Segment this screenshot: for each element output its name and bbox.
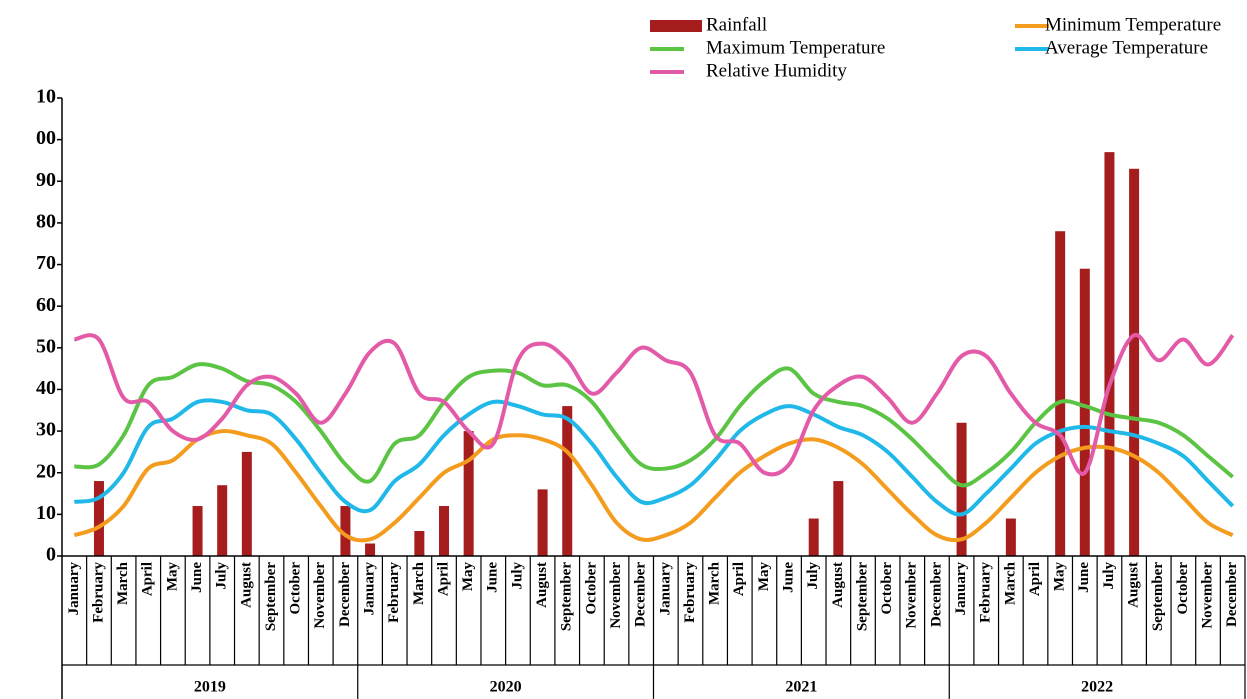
legend-label: Maximum Temperature — [706, 37, 885, 58]
x-tick-label: June — [189, 562, 205, 593]
x-tick-label: August — [1126, 562, 1142, 608]
y-tick-label: 20 — [36, 460, 56, 482]
x-tick-label: January — [362, 562, 378, 616]
x-tick-label: July — [1101, 562, 1117, 590]
x-tick-label: June — [1076, 562, 1092, 593]
year-label: 2020 — [490, 679, 522, 696]
x-tick-label: April — [140, 562, 156, 596]
x-tick-label: April — [435, 562, 451, 596]
x-tick-label: September — [854, 562, 870, 631]
x-tick-label: December — [633, 562, 649, 627]
line — [73, 398, 1235, 517]
line — [73, 333, 1235, 477]
x-tick-label: February — [682, 562, 698, 623]
x-tick-label: May — [756, 562, 772, 592]
x-tick-label: July — [214, 562, 230, 590]
x-tick-label: September — [263, 562, 279, 631]
bar — [808, 518, 819, 556]
bar — [439, 506, 450, 556]
x-tick-label: January — [657, 562, 673, 616]
x-tick-label: October — [1175, 562, 1191, 615]
legend-label: Relative Humidity — [706, 60, 847, 81]
x-tick-label: February — [90, 562, 106, 623]
y-tick-label: 60 — [36, 294, 56, 316]
x-tick-label: October — [583, 562, 599, 615]
bar — [833, 481, 844, 556]
y-tick-label: 10 — [36, 502, 56, 524]
bar — [463, 431, 474, 556]
y-tick-label: 10 — [36, 86, 56, 108]
legend-label: Average Temperature — [1045, 37, 1208, 58]
x-tick-label: December — [928, 562, 944, 627]
x-tick-label: March — [411, 561, 427, 605]
y-tick-label: 70 — [36, 252, 56, 274]
x-tick-label: January — [66, 562, 82, 616]
year-label: 2022 — [1081, 679, 1113, 696]
bar — [217, 485, 228, 556]
x-tick-label: November — [608, 562, 624, 629]
bar — [93, 481, 104, 556]
bar — [1055, 231, 1066, 556]
bar — [192, 506, 203, 556]
x-tick-label: October — [288, 562, 304, 615]
bar — [1079, 268, 1090, 556]
x-tick-label: November — [1199, 562, 1215, 629]
x-tick-label: May — [460, 562, 476, 592]
x-tick-label: August — [238, 562, 254, 608]
legend-label: Minimum Temperature — [1045, 14, 1221, 35]
y-tick-label: 40 — [36, 377, 56, 399]
x-tick-label: August — [534, 562, 550, 608]
legend-label: Rainfall — [706, 14, 767, 35]
x-tick-label: March — [707, 561, 723, 605]
bar — [1104, 152, 1115, 557]
x-tick-label: November — [904, 562, 920, 629]
x-tick-label: February — [978, 562, 994, 623]
y-tick-label: 30 — [36, 419, 56, 441]
x-tick-label: September — [559, 562, 575, 631]
year-label: 2019 — [194, 679, 226, 696]
y-tick-label: 00 — [36, 127, 56, 149]
x-tick-label: September — [1150, 562, 1166, 631]
x-tick-label: January — [953, 562, 969, 616]
x-tick-label: October — [879, 562, 895, 615]
x-tick-label: December — [1224, 562, 1240, 627]
x-tick-label: July — [805, 562, 821, 590]
bar — [562, 406, 573, 556]
x-tick-label: February — [386, 562, 402, 623]
year-label: 2021 — [785, 679, 817, 696]
bar — [1129, 168, 1140, 557]
x-tick-label: March — [1002, 561, 1018, 605]
line — [73, 428, 1234, 543]
x-tick-label: July — [509, 562, 525, 590]
bar — [365, 543, 376, 556]
bar — [340, 506, 351, 556]
y-tick-label: 50 — [36, 335, 56, 357]
x-tick-label: April — [731, 562, 747, 596]
x-tick-label: May — [1052, 562, 1068, 592]
bar — [537, 489, 548, 556]
y-tick-label: 80 — [36, 211, 56, 233]
bar — [414, 531, 425, 556]
x-tick-label: May — [164, 562, 180, 592]
bar — [1005, 518, 1016, 556]
legend-swatch — [650, 20, 702, 32]
bar — [956, 422, 967, 556]
y-tick-label: 90 — [36, 169, 56, 191]
x-tick-label: June — [485, 562, 501, 593]
bar — [241, 451, 252, 556]
y-tick-label: 0 — [46, 544, 56, 566]
x-tick-label: March — [115, 561, 131, 605]
x-tick-label: December — [337, 562, 353, 627]
x-tick-label: November — [312, 562, 328, 629]
x-tick-label: August — [830, 562, 846, 608]
x-tick-label: June — [780, 562, 796, 593]
line — [74, 362, 1234, 488]
x-tick-label: April — [1027, 562, 1043, 596]
